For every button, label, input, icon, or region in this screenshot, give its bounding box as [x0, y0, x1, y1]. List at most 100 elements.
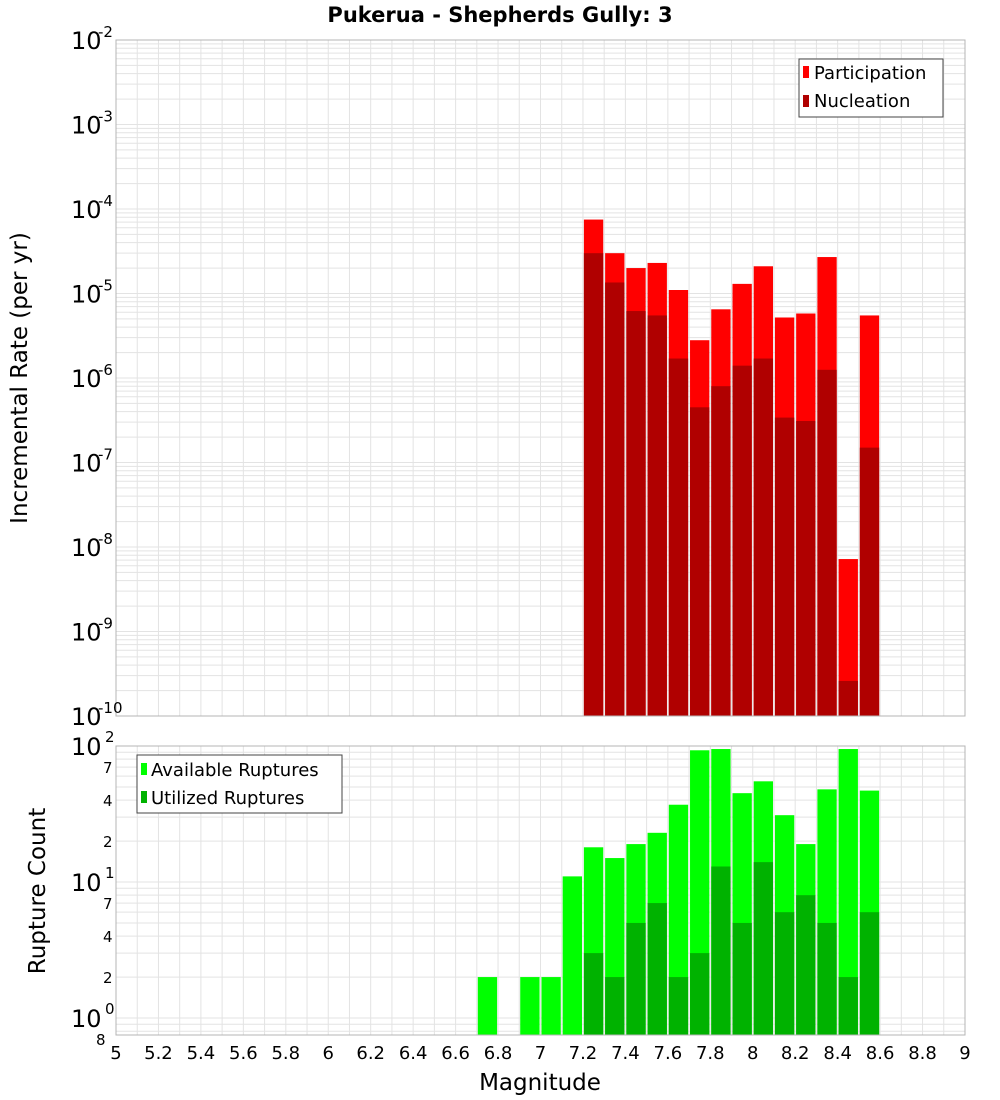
- x-tick-label: 5.8: [271, 1043, 300, 1064]
- utilized-ruptures-bar: [774, 912, 795, 1035]
- x-tick-label: 5.2: [144, 1043, 173, 1064]
- rate-y-tick: 10-3: [71, 108, 113, 140]
- utilized-ruptures-bar: [838, 977, 858, 1035]
- count-y-minor-tick: 8: [96, 1031, 106, 1049]
- count-y-minor-tick: 2: [103, 969, 113, 987]
- x-tick-label: 8.2: [781, 1043, 810, 1064]
- utilized-ruptures-bar: [690, 953, 710, 1035]
- available-ruptures-bar: [477, 977, 498, 1035]
- count-plot-frame: [115, 745, 966, 1036]
- x-tick-label: 8.4: [823, 1043, 852, 1064]
- rate-y-tick: 10-5: [71, 277, 113, 309]
- utilized-ruptures-bar: [732, 922, 752, 1035]
- x-tick-label: 8.6: [866, 1043, 895, 1064]
- x-tick-label: 6.8: [484, 1043, 513, 1064]
- count-y-tick-exponent: 0: [105, 1000, 115, 1018]
- x-tick-label: 6: [323, 1043, 334, 1064]
- rate-y-tick-base: 10: [71, 112, 102, 140]
- rate-y-tick-base: 10: [71, 196, 102, 224]
- x-tick-label: 7: [535, 1043, 546, 1064]
- utilized-ruptures-bar: [583, 953, 604, 1035]
- rate-y-tick: 10-2: [71, 23, 113, 55]
- x-tick-label: 7.4: [611, 1043, 640, 1064]
- nucleation-bar: [859, 447, 880, 716]
- count-legend: Available Ruptures Utilized Ruptures: [136, 754, 343, 814]
- rate-y-tick-base: 10: [71, 703, 102, 731]
- rate-y-tick-exponent: -4: [98, 192, 113, 210]
- nucleation-bar: [605, 282, 625, 716]
- participation-bar: [838, 559, 858, 716]
- x-tick-label: 6.6: [441, 1043, 470, 1064]
- x-tick-label: 8: [747, 1043, 758, 1064]
- participation-legend-label: Participation: [814, 63, 926, 84]
- nucleation-bar: [583, 253, 604, 716]
- available-ruptures-bar: [838, 749, 858, 1035]
- rate-y-tick-base: 10: [71, 365, 102, 393]
- utilized-ruptures-bar: [711, 866, 731, 1035]
- rate-legend-box: [798, 58, 944, 118]
- rate-y-tick-base: 10: [71, 27, 102, 55]
- rate-y-tick-exponent: -5: [98, 277, 113, 295]
- rate-y-tick: 10-6: [71, 361, 113, 393]
- utilized-ruptures-bar: [626, 922, 646, 1035]
- rate-y-tick-exponent: -3: [98, 108, 113, 126]
- nucleation-bar: [838, 680, 858, 716]
- rate-y-tick-base: 10: [71, 450, 102, 478]
- nucleation-bar: [690, 407, 710, 716]
- utilized-ruptures-legend-label: Utilized Ruptures: [151, 788, 304, 809]
- nucleation-legend-swatch: [803, 95, 809, 107]
- rate-y-tick-exponent: -6: [98, 361, 113, 379]
- rate-y-tick: 10-10: [71, 699, 123, 731]
- nucleation-bar: [647, 315, 667, 716]
- rate-grid: [115, 40, 966, 717]
- rate-y-tick-exponent: -7: [98, 446, 113, 464]
- rate-y-axis-label: Incremental Rate (per yr): [7, 232, 33, 524]
- count-y-tick-base: 10: [71, 1005, 102, 1033]
- participation-legend-swatch: [803, 66, 809, 78]
- nucleation-bar: [796, 420, 816, 716]
- x-tick-label: 8.8: [908, 1043, 937, 1064]
- count-y-minor-tick: 7: [103, 759, 113, 777]
- count-y-axis-label: Rupture Count: [25, 808, 51, 974]
- nucleation-bar: [732, 365, 752, 716]
- rate-legend: Participation Nucleation: [798, 58, 944, 118]
- available-ruptures-legend-label: Available Ruptures: [151, 760, 319, 781]
- nucleation-bar: [668, 358, 689, 716]
- x-tick-label: 7.6: [654, 1043, 683, 1064]
- nucleation-bar: [711, 386, 731, 716]
- count-y-tick: 10 0: [71, 1000, 115, 1033]
- rate-y-tick: 10-7: [71, 446, 113, 478]
- count-y-tick: 10 1: [71, 864, 115, 897]
- count-y-tick: 10 2: [71, 728, 115, 761]
- rate-y-tick: 10-4: [71, 192, 113, 224]
- utilized-ruptures-bar: [605, 977, 625, 1035]
- utilized-ruptures-bar: [796, 895, 816, 1035]
- rate-plot-frame: [115, 39, 966, 717]
- nucleation-bar: [626, 311, 646, 716]
- utilized-ruptures-bar: [647, 903, 667, 1035]
- count-bars: [477, 749, 880, 1035]
- utilized-ruptures-bar: [753, 862, 774, 1035]
- x-tick-label: 7.2: [569, 1043, 598, 1064]
- x-tick-label: 5.6: [229, 1043, 258, 1064]
- count-y-tick-exponent: 2: [105, 728, 115, 746]
- nucleation-bar: [753, 358, 774, 716]
- x-tick-labels: 5 5.2 5.4 5.6 5.8 6 6.2 6.4 6.6 6.8 7 7.2 7.4 7.6 7.8 8…: [110, 1043, 970, 1064]
- available-ruptures-bar: [520, 977, 540, 1035]
- count-legend-box: [136, 754, 343, 814]
- rate-y-tick-exponent: -10: [98, 699, 123, 717]
- x-tick-label: 9: [959, 1043, 970, 1064]
- rate-y-tick-exponent: -2: [98, 23, 113, 41]
- count-y-tick-exponent: 1: [105, 864, 115, 882]
- utilized-ruptures-legend-swatch: [141, 791, 147, 803]
- count-y-minor-tick: 4: [103, 792, 113, 810]
- x-tick-label: 6.2: [356, 1043, 385, 1064]
- count-y-minor-tick: 7: [103, 895, 113, 913]
- rate-y-tick-base: 10: [71, 281, 102, 309]
- utilized-ruptures-bar: [859, 912, 880, 1035]
- x-tick-label: 7.8: [696, 1043, 725, 1064]
